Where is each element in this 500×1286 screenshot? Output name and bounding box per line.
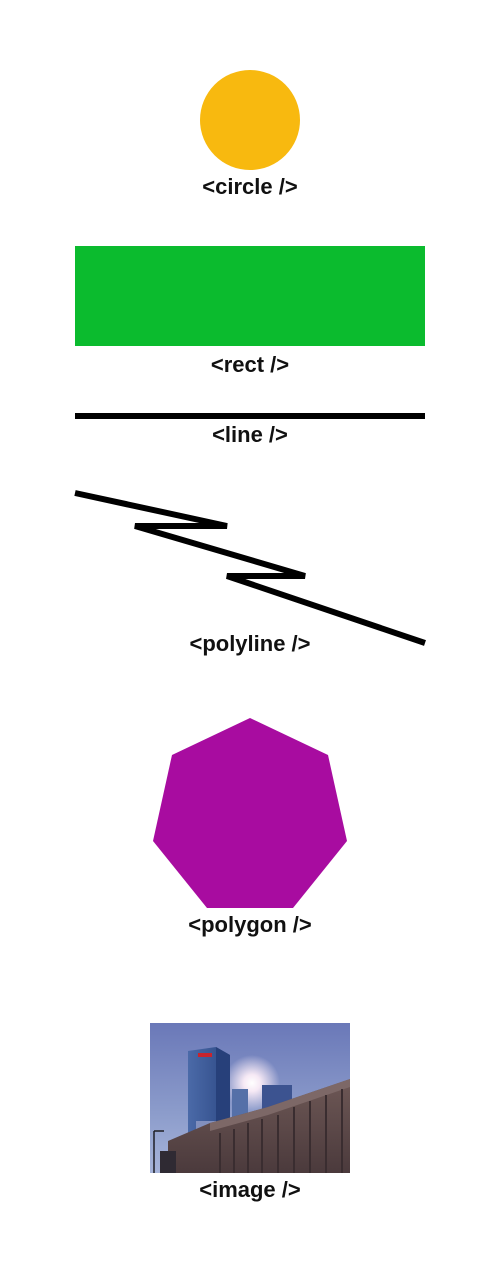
circle-label: <circle /> bbox=[202, 174, 298, 199]
polygon bbox=[153, 718, 347, 908]
polygon-shape bbox=[153, 718, 347, 908]
image-photo bbox=[150, 1023, 350, 1173]
rect-shape bbox=[75, 246, 425, 346]
circle bbox=[200, 70, 300, 170]
image-label: <image /> bbox=[199, 1177, 301, 1202]
polygon-label: <polygon /> bbox=[188, 912, 312, 937]
rect bbox=[75, 246, 425, 346]
polyline-label: <polyline /> bbox=[189, 631, 311, 656]
line-label: <line /> bbox=[212, 422, 288, 447]
polyline bbox=[74, 490, 426, 646]
circle-shape bbox=[200, 70, 300, 170]
polyline-shape bbox=[74, 490, 426, 646]
line-shape bbox=[75, 413, 425, 419]
rect-label: <rect /> bbox=[210, 352, 290, 377]
